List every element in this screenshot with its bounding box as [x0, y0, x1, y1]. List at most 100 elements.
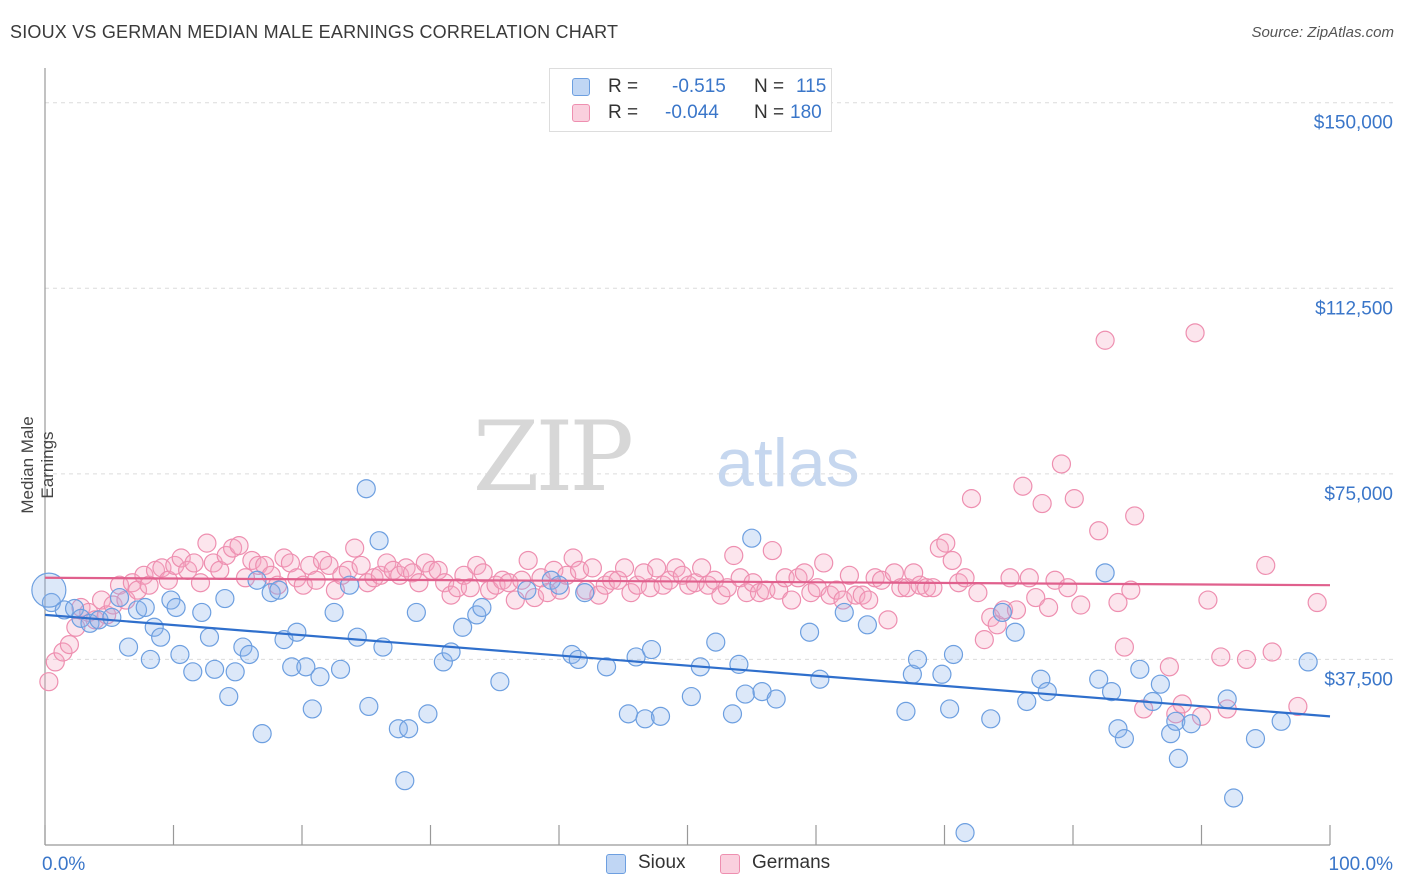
n-value: 180: [790, 102, 822, 123]
germans-point: [961, 489, 982, 509]
germans-point: [1038, 597, 1059, 618]
r-value: -0.515: [672, 76, 726, 97]
sioux-point: [810, 669, 830, 689]
sioux-point: [735, 684, 755, 704]
germans-point: [53, 642, 73, 662]
sioux-point: [1245, 729, 1266, 749]
germans-point: [1026, 587, 1046, 608]
sioux-point: [395, 771, 415, 791]
germans-point: [1114, 637, 1135, 657]
germans-point: [1064, 489, 1084, 509]
germans-point: [473, 563, 493, 583]
germans-point: [923, 578, 943, 598]
sioux-point: [418, 704, 438, 724]
germans-point: [878, 610, 898, 630]
germans-point: [1307, 592, 1327, 613]
germans-point: [287, 568, 307, 588]
sioux-point: [127, 600, 148, 620]
germans-point: [1071, 595, 1091, 615]
germans-point: [846, 585, 866, 605]
germans-point: [1198, 590, 1218, 610]
germans-point: [621, 583, 641, 603]
sioux-point: [549, 575, 569, 595]
germans-point: [184, 553, 204, 573]
sioux-point: [1298, 652, 1318, 672]
germans-point: [1256, 555, 1276, 576]
germans-point: [377, 553, 397, 573]
x-tick-labels: 0.0% 100.0%: [42, 854, 1393, 875]
y-tick-label: $75,000: [1324, 484, 1393, 505]
germans-point: [968, 583, 988, 603]
sioux-point: [472, 597, 492, 618]
germans-point: [1051, 454, 1072, 474]
germans-point: [1159, 657, 1179, 677]
sioux-point: [742, 528, 762, 548]
germans-point: [235, 568, 256, 588]
germans-point: [460, 578, 480, 598]
sioux-point: [1031, 669, 1051, 689]
germans-point: [45, 652, 65, 672]
sioux-point: [681, 686, 701, 707]
germans-point: [717, 578, 737, 598]
sioux-point: [339, 575, 360, 595]
sioux-point: [247, 570, 267, 590]
sioux-point: [1089, 669, 1109, 689]
sioux-point: [151, 627, 171, 647]
germans-point: [274, 548, 294, 568]
germans-point: [248, 555, 268, 576]
watermark: ZIP atlas: [473, 401, 860, 513]
germans-point: [319, 555, 339, 576]
sioux-point: [118, 637, 139, 657]
sioux-point: [596, 657, 617, 677]
sioux-point: [706, 632, 726, 652]
sioux-point: [981, 709, 1001, 729]
y-tick-labels: $37,500 $75,000 $112,500 $150,000: [1314, 113, 1393, 691]
germans-point: [1013, 476, 1033, 496]
sioux-point: [799, 622, 820, 642]
sioux-point: [1150, 674, 1170, 694]
sioux-point: [834, 602, 854, 623]
sioux-point: [252, 724, 272, 744]
germans-point: [582, 558, 603, 578]
n-label: N =: [754, 102, 785, 123]
sioux-point: [1101, 681, 1122, 702]
sioux-point: [932, 664, 952, 684]
germans-point: [409, 573, 429, 593]
sioux-legend-label: Sioux: [638, 852, 686, 873]
germans-point: [351, 555, 371, 576]
sioux-trend-line: [44, 613, 1331, 718]
sioux-point: [568, 649, 588, 670]
sioux-point: [356, 479, 376, 499]
sioux-swatch: [572, 78, 590, 96]
sioux-point: [302, 699, 322, 719]
sioux-point: [215, 588, 235, 609]
sioux-point: [296, 657, 316, 677]
sioux-point: [261, 583, 281, 603]
germans-point: [402, 563, 423, 583]
sioux-point: [399, 719, 419, 739]
germans-point: [229, 536, 249, 556]
r-label: R =: [608, 102, 639, 123]
germans-point: [1211, 647, 1231, 667]
sioux-point: [453, 617, 473, 637]
sioux-point: [369, 531, 389, 551]
trend-lines: [44, 576, 1331, 718]
sioux-point: [896, 701, 916, 721]
germans-point: [1058, 578, 1078, 598]
sioux-point: [1005, 622, 1025, 642]
sioux-point: [183, 662, 203, 682]
y-tick-label: $150,000: [1314, 113, 1393, 134]
germans-point: [762, 540, 782, 561]
germans-point: [255, 555, 275, 576]
germans-swatch: [572, 104, 590, 122]
sioux-point: [225, 662, 245, 682]
sioux-point: [140, 649, 160, 670]
germans-point: [518, 550, 538, 571]
germans-point: [647, 558, 667, 578]
sioux-point: [1217, 689, 1237, 709]
sioux-point: [433, 652, 453, 672]
sioux-point: [1108, 719, 1128, 739]
germans-point: [293, 575, 313, 595]
germans-point: [801, 583, 821, 603]
germans-point: [1095, 330, 1115, 350]
